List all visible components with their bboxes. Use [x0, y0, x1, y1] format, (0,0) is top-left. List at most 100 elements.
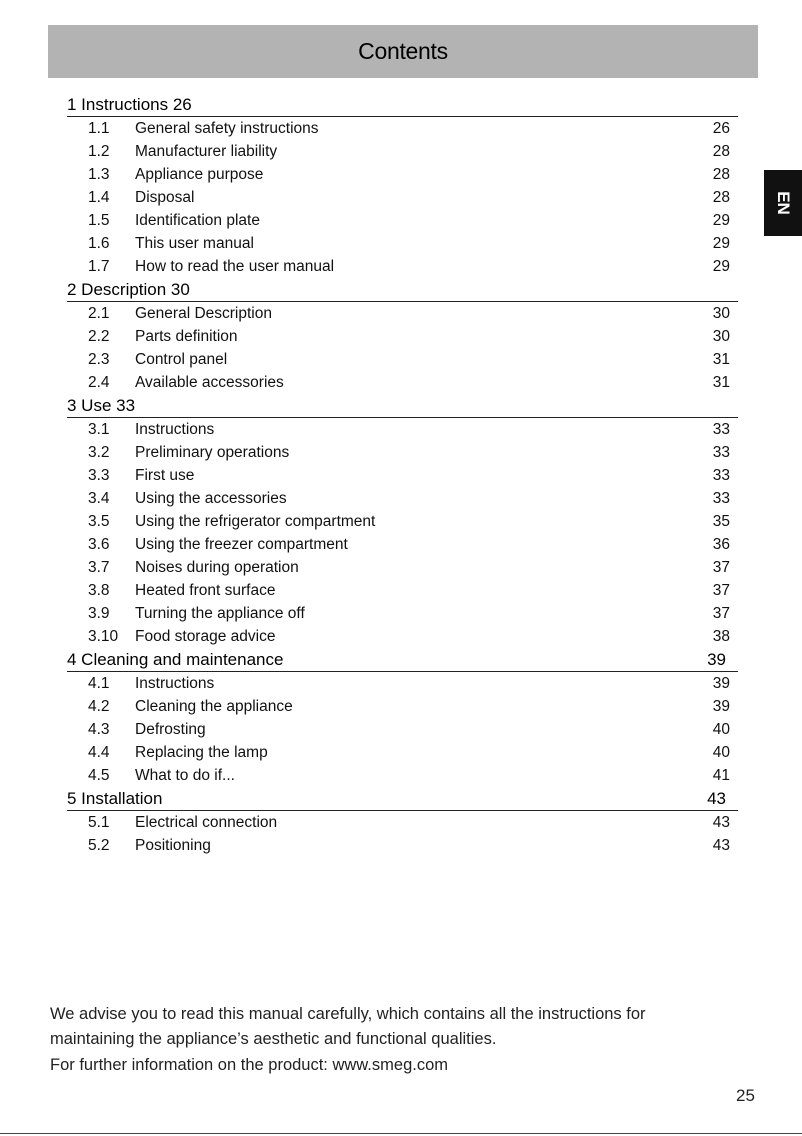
toc-entry[interactable]: 3.4 Using the accessories 33 [67, 487, 738, 510]
entry-page: 38 [712, 627, 730, 645]
contents-header: Contents [48, 25, 758, 78]
entry-title: Available accessories [135, 373, 284, 391]
entry-number: 5.2 [88, 836, 110, 854]
toc-entry[interactable]: 1.2 Manufacturer liability 28 [67, 140, 738, 163]
entry-number: 2.3 [88, 350, 110, 368]
entry-number: 1.6 [88, 234, 110, 252]
entry-page: 39 [712, 697, 730, 715]
entry-title: Using the refrigerator compartment [135, 512, 376, 530]
toc-entry[interactable]: 1.4 Disposal 28 [67, 186, 738, 209]
entry-page: 36 [712, 535, 730, 553]
entry-title: Food storage advice [135, 627, 276, 645]
entry-page: 31 [712, 350, 730, 368]
toc-entry[interactable]: 3.7 Noises during operation 37 [67, 556, 738, 579]
toc-entry[interactable]: 4.2 Cleaning the appliance 39 [67, 695, 738, 718]
toc-entry[interactable]: 1.5 Identification plate 29 [67, 209, 738, 232]
section-title: 4 Cleaning and maintenance [67, 649, 284, 669]
entry-page: 33 [712, 489, 730, 507]
toc-entry[interactable]: 4.1 Instructions 39 [67, 672, 738, 695]
toc-entry[interactable]: 4.3 Defrosting 40 [67, 718, 738, 741]
entry-number: 3.5 [88, 512, 110, 530]
entry-page: 28 [712, 165, 730, 183]
section-title: 3 Use 33 [67, 395, 136, 415]
entry-number: 3.10 [88, 627, 119, 645]
entry-page: 33 [712, 466, 730, 484]
toc-entry[interactable]: 3.2 Preliminary operations 33 [67, 441, 738, 464]
toc-entry[interactable]: 2.2 Parts definition 30 [67, 325, 738, 348]
toc-entry[interactable]: 3.10 Food storage advice 38 [67, 625, 738, 648]
toc-entry[interactable]: 5.2 Positioning 43 [67, 834, 738, 857]
toc-entry[interactable]: 4.5 What to do if... 41 [67, 764, 738, 787]
entry-title: Identification plate [135, 211, 260, 229]
entry-number: 3.3 [88, 466, 110, 484]
entry-title: Instructions [135, 420, 215, 438]
toc-section-heading[interactable]: 5 Installation 43 [67, 787, 738, 811]
toc-section-heading[interactable]: 4 Cleaning and maintenance 39 [67, 648, 738, 672]
entry-title: Using the accessories [135, 489, 287, 507]
toc-entry[interactable]: 3.6 Using the freezer compartment 36 [67, 533, 738, 556]
entry-title: Electrical connection [135, 813, 278, 831]
toc-entry[interactable]: 3.8 Heated front surface 37 [67, 579, 738, 602]
toc-entry[interactable]: 1.1 General safety instructions 26 [67, 117, 738, 140]
entry-number: 2.4 [88, 373, 110, 391]
footer-text-line: We advise you to read this manual carefu… [50, 1005, 646, 1023]
toc-entry[interactable]: 3.1 Instructions 33 [67, 418, 738, 441]
entry-title: Replacing the lamp [135, 743, 268, 761]
entry-page: 30 [712, 327, 730, 345]
entry-title: Parts definition [135, 327, 238, 345]
bottom-divider [0, 1133, 802, 1134]
toc-entry[interactable]: 2.3 Control panel 31 [67, 348, 738, 371]
toc-section-heading[interactable]: 1 Instructions 26 [67, 93, 738, 117]
entry-number: 4.5 [88, 766, 110, 784]
page-number: 25 [736, 1086, 755, 1105]
entry-number: 1.7 [88, 257, 110, 275]
toc-entry[interactable]: 3.3 First use 33 [67, 464, 738, 487]
toc-entry[interactable]: 3.9 Turning the appliance off 37 [67, 602, 738, 625]
toc-entry[interactable]: 3.5 Using the refrigerator compartment 35 [67, 510, 738, 533]
entry-number: 3.9 [88, 604, 110, 622]
entry-page: 43 [712, 813, 730, 831]
entry-page: 39 [712, 674, 730, 692]
entry-title: Heated front surface [135, 581, 276, 599]
entry-number: 3.8 [88, 581, 110, 599]
entry-page: 37 [712, 581, 730, 599]
entry-title: Preliminary operations [135, 443, 290, 461]
toc-entry[interactable]: 2.1 General Description 30 [67, 302, 738, 325]
language-tab: EN [764, 170, 802, 236]
toc-entry[interactable]: 2.4 Available accessories 31 [67, 371, 738, 394]
entry-title: Manufacturer liability [135, 142, 278, 160]
entry-title: Appliance purpose [135, 165, 264, 183]
entry-title: General safety instructions [135, 119, 319, 137]
entry-page: 29 [712, 234, 730, 252]
entry-title: Using the freezer compartment [135, 535, 348, 553]
entry-number: 1.5 [88, 211, 110, 229]
entry-page: 40 [712, 720, 730, 738]
entry-title: This user manual [135, 234, 254, 252]
toc-entry[interactable]: 1.6 This user manual 29 [67, 232, 738, 255]
entry-title: Instructions [135, 674, 215, 692]
entry-number: 1.1 [88, 119, 110, 137]
entry-number: 3.1 [88, 420, 110, 438]
toc-entry[interactable]: 1.3 Appliance purpose 28 [67, 163, 738, 186]
entry-title: Turning the appliance off [135, 604, 305, 622]
entry-page: 29 [712, 257, 730, 275]
entry-title: General Description [135, 304, 272, 322]
entry-number: 3.6 [88, 535, 110, 553]
toc-section-heading[interactable]: 3 Use 33 [67, 394, 738, 418]
entry-page: 41 [712, 766, 730, 784]
entry-number: 1.4 [88, 188, 110, 206]
entry-number: 2.1 [88, 304, 110, 322]
entry-page: 30 [712, 304, 730, 322]
entry-number: 4.2 [88, 697, 110, 715]
entry-number: 5.1 [88, 813, 110, 831]
entry-number: 3.7 [88, 558, 110, 576]
toc-entry[interactable]: 1.7 How to read the user manual 29 [67, 255, 738, 278]
toc-section-heading[interactable]: 2 Description 30 [67, 278, 738, 302]
entry-number: 2.2 [88, 327, 110, 345]
toc-entry[interactable]: 4.4 Replacing the lamp 40 [67, 741, 738, 764]
entry-page: 28 [712, 188, 730, 206]
toc-entry[interactable]: 5.1 Electrical connection 43 [67, 811, 738, 834]
entry-page: 43 [712, 836, 730, 854]
entry-page: 37 [712, 604, 730, 622]
page-title: Contents [358, 38, 448, 64]
